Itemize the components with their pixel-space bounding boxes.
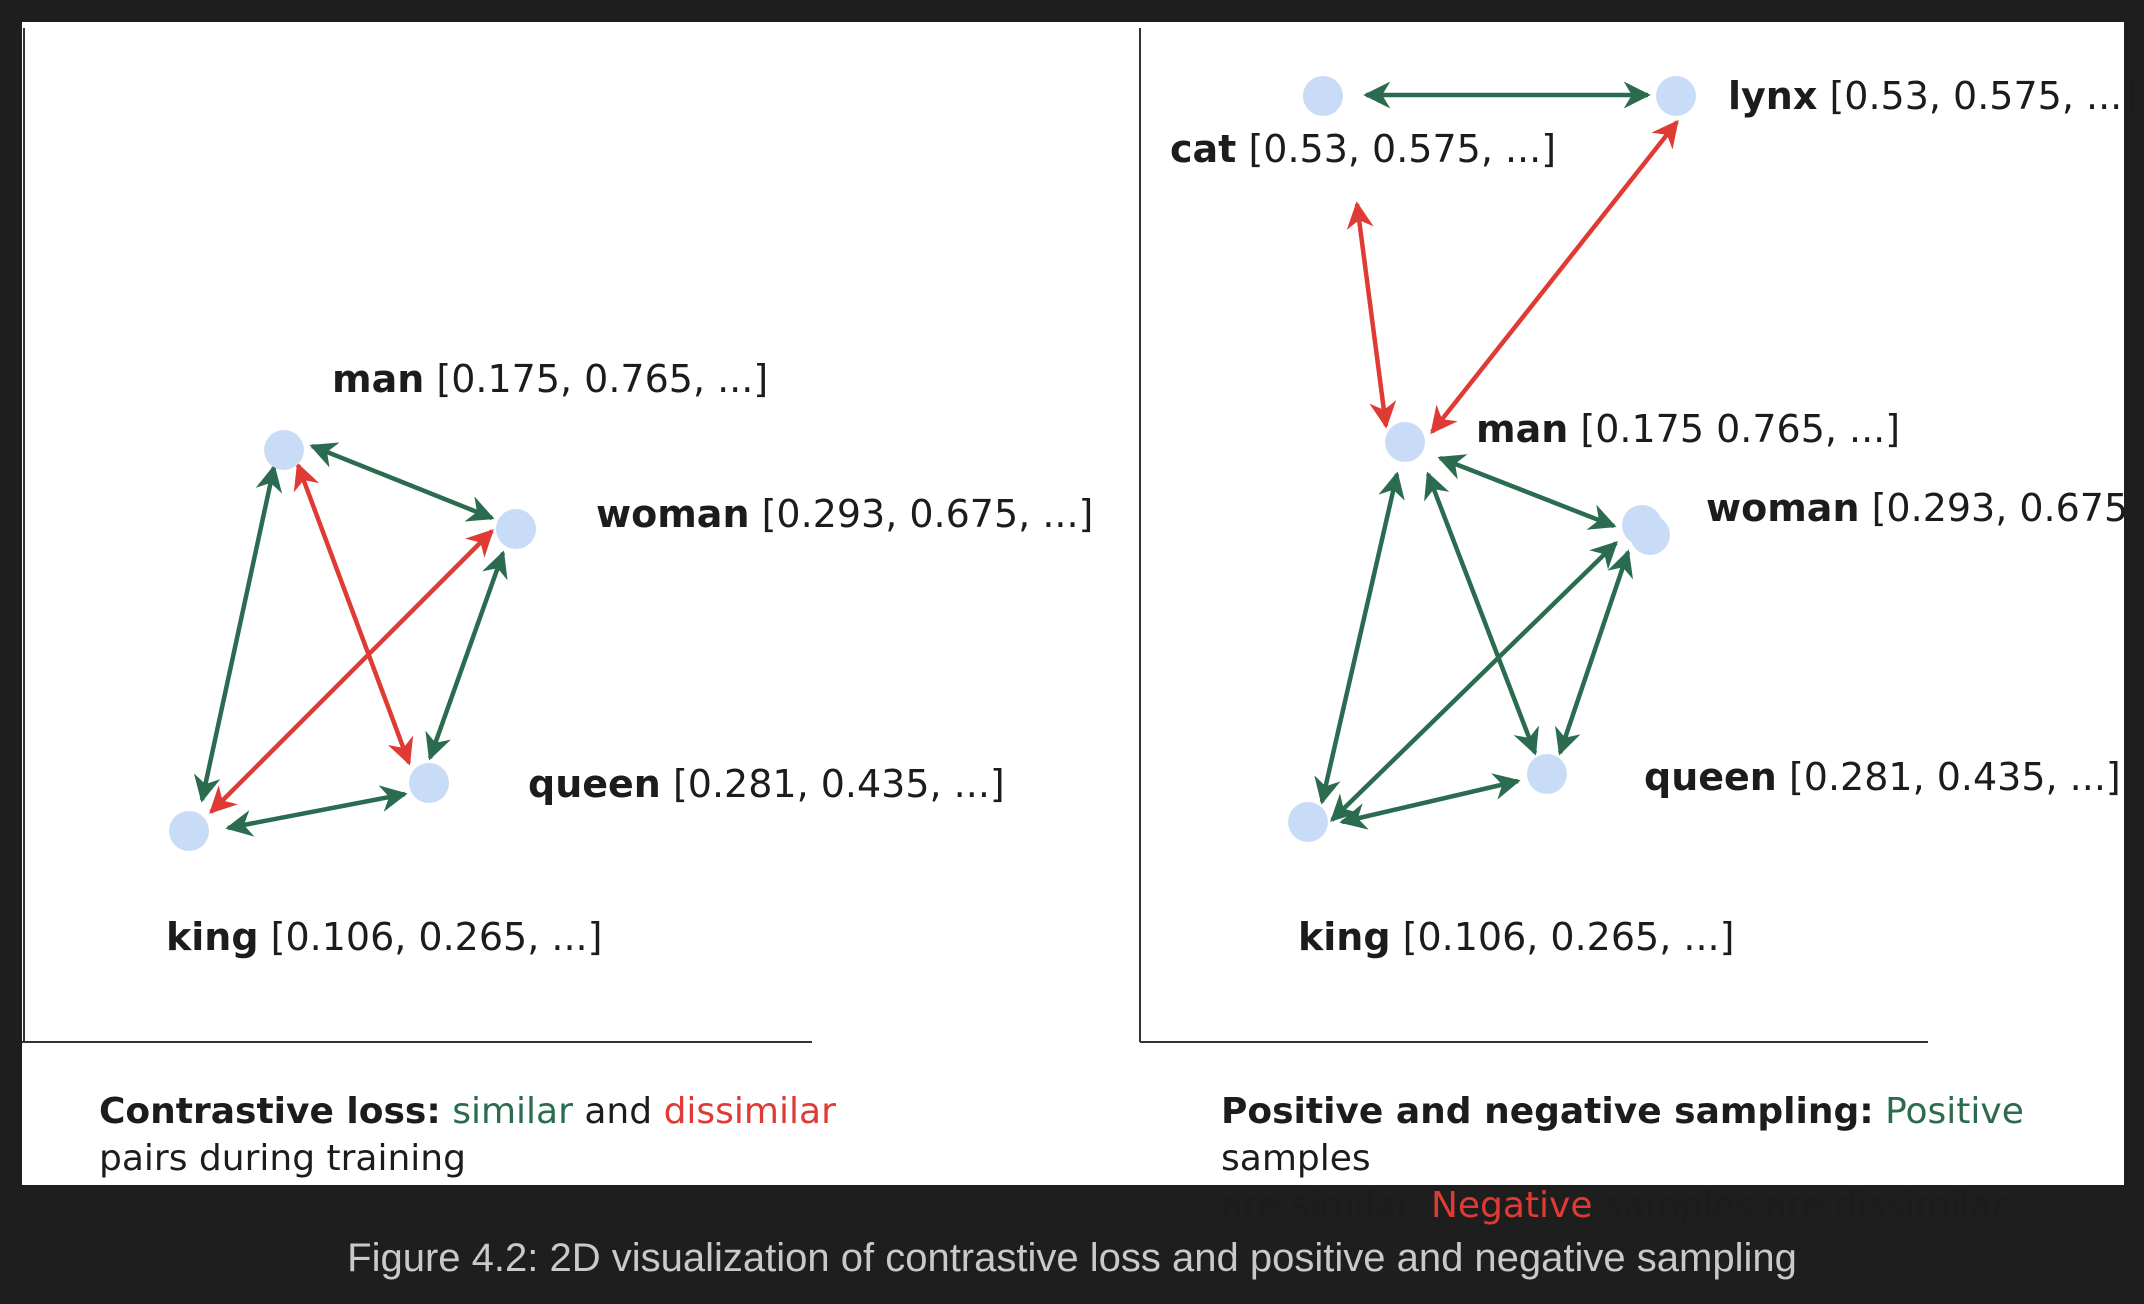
label-woman-right-word: woman [1706, 486, 1860, 530]
node-king [1288, 802, 1328, 842]
node-king [169, 811, 209, 851]
node-lynx [1656, 76, 1696, 116]
label-queen-word: queen [528, 762, 661, 806]
left-caption-similar: similar [452, 1091, 573, 1132]
label-man-right-vector: [0.175 0.765, ...] [1580, 407, 1901, 451]
label-lynx: lynx [0.53, 0.575, ...] [1728, 77, 2137, 115]
edge-king-man [193, 464, 283, 803]
right-caption-line2-rest: samples are dissimilar [1603, 1185, 2008, 1226]
label-woman-vector: [0.293, 0.675, ...] [761, 492, 1094, 536]
edge-king-queen [225, 785, 408, 837]
node-queen [409, 763, 449, 803]
label-king-word: king [166, 915, 259, 959]
node-queen [1527, 754, 1567, 794]
label-woman-right: woman [0.293, 0.675, ...] [1706, 489, 2144, 527]
label-king-vector: [0.106, 0.265, ...] [270, 915, 603, 959]
label-man: man [0.175, 0.765, ...] [332, 360, 768, 398]
figure-caption: Figure 4.2: 2D visualization of contrast… [347, 1236, 1797, 1280]
edge-king-woman [209, 529, 494, 814]
left-caption: Contrastive loss: similar and dissimilar… [99, 1088, 959, 1182]
left-caption-dissimilar: dissimilar [663, 1091, 836, 1132]
left-caption-title: Contrastive loss: [99, 1091, 441, 1132]
label-man-word: man [332, 357, 425, 401]
label-king-right-vector: [0.106, 0.265, ...] [1402, 915, 1735, 959]
label-king-right-word: king [1298, 915, 1391, 959]
edge-man-woman [1437, 454, 1617, 530]
label-queen-vector: [0.281, 0.435, ...] [672, 762, 1005, 806]
right-caption-line2-start: are similar. [1221, 1185, 1420, 1226]
edge-man-woman [309, 442, 495, 522]
label-queen-right: queen [0.281, 0.435, ...] [1644, 758, 2121, 796]
label-man-right-word: man [1476, 407, 1569, 451]
node-man [1385, 422, 1425, 462]
right-caption-line1-rest: samples [1221, 1138, 1371, 1179]
label-lynx-vector: [0.53, 0.575, ...] [1829, 74, 2138, 118]
figure-panel: man [0.175, 0.765, ...] woman [0.293, 0.… [22, 22, 2144, 1226]
left-caption-and: and [584, 1091, 653, 1132]
edge-king-man [1314, 471, 1405, 805]
label-woman-word: woman [596, 492, 750, 536]
node-woman [496, 509, 536, 549]
edge-woman-queen [1554, 549, 1634, 756]
node-man [264, 430, 304, 470]
label-queen-right-vector: [0.281, 0.435, ...] [1788, 755, 2121, 799]
label-woman: woman [0.293, 0.675, ...] [596, 495, 1093, 533]
node-cat [1303, 76, 1343, 116]
label-man-vector: [0.175, 0.765, ...] [436, 357, 769, 401]
edge-lynx-man [1430, 119, 1679, 435]
label-queen-right-word: queen [1644, 755, 1777, 799]
edge-man-queen [293, 462, 414, 766]
right-caption: Positive and negative sampling: Positive… [1221, 1088, 2121, 1229]
edge-cat-man [1346, 201, 1397, 429]
node-woman [1630, 515, 1670, 555]
label-man-right: man [0.175 0.765, ...] [1476, 410, 1900, 448]
label-woman-right-vector: [0.293, 0.675, ...] [1871, 486, 2144, 530]
left-caption-rest: pairs during training [99, 1138, 466, 1179]
label-king: king [0.106, 0.265, ...] [166, 918, 602, 956]
edge-king-queen [1339, 773, 1521, 830]
label-cat: cat [0.53, 0.575, ...] [1170, 130, 1556, 168]
label-lynx-word: lynx [1728, 74, 1818, 118]
right-caption-negative: Negative [1430, 1185, 1593, 1226]
edge-king-woman [1330, 541, 1618, 822]
label-cat-word: cat [1170, 127, 1237, 171]
right-caption-title: Positive and negative sampling: [1221, 1091, 1874, 1132]
right-caption-positive: Positive [1885, 1091, 2024, 1132]
label-king-right: king [0.106, 0.265, ...] [1298, 918, 1734, 956]
label-queen: queen [0.281, 0.435, ...] [528, 765, 1005, 803]
label-cat-vector: [0.53, 0.575, ...] [1248, 127, 1557, 171]
diagram-canvas [22, 28, 1928, 1043]
